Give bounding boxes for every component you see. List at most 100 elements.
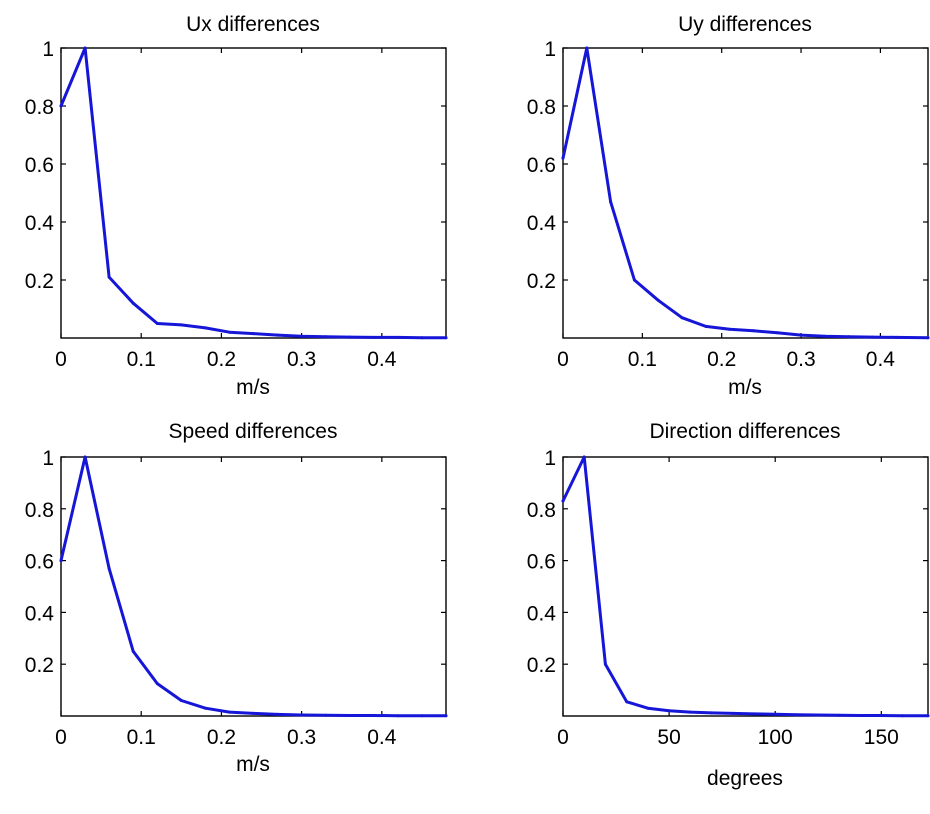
uy-series-line — [561, 46, 930, 340]
direction-y-tick-label: 0.6 — [527, 551, 556, 574]
speed-plot-area — [60, 456, 447, 717]
uy-data-point — [871, 335, 874, 339]
direction-y-tick-label: 0.2 — [527, 654, 556, 677]
speed-data-point — [300, 713, 304, 717]
ux-x-tick-label: 0 — [55, 348, 67, 371]
uy-data-point — [775, 331, 779, 335]
uy-ticks: 0 0.1 0.2 0.3 0.4 0.2 0.4 0.6 0.8 1 — [527, 38, 928, 371]
speed-data-point — [324, 713, 328, 717]
direction-data-point — [688, 710, 692, 714]
ux-data-point — [420, 336, 424, 340]
ux-x-tick-label: 0.1 — [127, 348, 156, 371]
uy-data-point — [609, 200, 613, 204]
direction-plot-area — [562, 456, 929, 717]
speed-x-tick-label: 0.2 — [207, 726, 236, 749]
speed-data-point — [155, 682, 159, 686]
ux-data-point — [107, 275, 111, 279]
speed-x-axis-label: m/s — [236, 753, 270, 776]
direction-x-tick-label: 150 — [864, 726, 899, 749]
uy-x-tick-label: 0.1 — [628, 348, 657, 371]
ux-y-tick-label: 0.6 — [25, 154, 54, 177]
uy-y-tick-label: 0.8 — [527, 96, 556, 119]
uy-x-tick-label: 0.2 — [707, 348, 736, 371]
speed-data-point — [372, 714, 376, 717]
direction-chart-title: Direction differences — [649, 420, 840, 443]
direction-data-point — [561, 499, 565, 503]
direction-y-tick-label: 0.8 — [527, 499, 556, 522]
ux-y-tick-label: 0.2 — [25, 270, 54, 293]
uy-data-point — [704, 324, 708, 328]
speed-chart-title: Speed differences — [169, 420, 338, 443]
uy-y-tick-label: 0.2 — [527, 270, 556, 293]
speed-data-point — [179, 699, 183, 702]
speed-y-tick-label: 0.2 — [25, 654, 54, 677]
ux-data-point — [83, 46, 87, 50]
ux-data-point — [59, 104, 63, 108]
direction-data-point — [901, 714, 904, 718]
ux-data-point — [276, 333, 280, 337]
uy-y-tick-label: 0.4 — [527, 212, 557, 235]
speed-x-tick-label: 0.4 — [367, 726, 397, 749]
ux-data-point — [396, 335, 400, 339]
ux-differences-panel: Ux differences 0 0.1 0.2 0.3 0.4 0.2 0.4 0.6 0.8… — [25, 13, 448, 399]
speed-data-point — [59, 559, 63, 563]
ux-y-tick-label: 0.4 — [25, 212, 55, 235]
speed-y-tick-label: 0.6 — [25, 551, 54, 574]
speed-data-point — [348, 714, 352, 717]
uy-data-point — [585, 46, 589, 50]
direction-data-point — [731, 711, 735, 715]
ux-y-tick-label: 0.8 — [25, 96, 54, 119]
speed-ticks: 0 0.1 0.2 0.3 0.4 0.2 0.4 0.6 0.8 1 — [25, 447, 446, 749]
ux-x-tick-label: 0.3 — [287, 348, 316, 371]
direction-series-line — [561, 455, 930, 718]
speed-data-point — [203, 706, 207, 710]
speed-data-point — [252, 711, 255, 715]
uy-data-point — [561, 156, 565, 160]
speed-x-tick-label: 0.1 — [127, 726, 156, 749]
uy-x-axis-label: m/s — [728, 376, 762, 399]
direction-data-point — [816, 713, 820, 717]
uy-y-tick-label: 1 — [544, 38, 556, 61]
speed-differences-panel: Speed differences 0 0.1 0.2 0.3 0.4 0.2 0.4 0.6… — [25, 420, 448, 776]
direction-data-point — [837, 713, 841, 717]
ux-data-point — [131, 301, 135, 305]
direction-data-point — [926, 714, 930, 718]
direction-ticks: 0 50 100 150 0.2 0.4 0.6 0.8 1 — [527, 447, 928, 749]
direction-x-tick-label: 0 — [557, 726, 569, 749]
speed-y-tick-label: 0.4 — [25, 602, 55, 625]
uy-differences-panel: Uy differences 0 0.1 0.2 0.3 0.4 0.2 0.4 0.6 0.8… — [527, 13, 930, 399]
speed-data-point — [396, 714, 400, 718]
ux-chart-title: Ux differences — [186, 13, 320, 36]
speed-y-tick-label: 1 — [42, 447, 54, 470]
ux-data-point — [155, 322, 159, 325]
ux-data-point — [348, 335, 352, 339]
direction-data-point — [879, 714, 883, 717]
speed-x-tick-label: 0 — [55, 726, 67, 749]
direction-data-point — [582, 455, 586, 459]
ux-data-point — [227, 330, 231, 334]
speed-data-point — [83, 455, 87, 459]
ux-x-tick-label: 0.4 — [367, 348, 397, 371]
uy-data-point — [728, 327, 732, 331]
speed-data-point — [276, 712, 280, 716]
ux-y-tick-label: 1 — [42, 38, 54, 61]
uy-y-tick-label: 0.6 — [527, 154, 556, 177]
direction-data-point — [646, 706, 650, 710]
uy-data-point — [751, 329, 755, 333]
direction-data-point — [625, 700, 629, 704]
ux-data-point — [203, 326, 207, 330]
uy-data-point — [847, 335, 851, 339]
uy-data-point — [632, 278, 636, 282]
speed-x-tick-label: 0.3 — [287, 726, 316, 749]
direction-data-point — [710, 711, 713, 715]
speed-data-point — [107, 566, 111, 570]
direction-x-tick-label: 100 — [758, 726, 793, 749]
direction-y-tick-label: 1 — [544, 447, 556, 470]
uy-data-point — [823, 334, 827, 338]
ux-data-point — [300, 334, 304, 338]
direction-y-tick-label: 0.4 — [527, 602, 557, 625]
direction-data-point — [603, 662, 607, 666]
ux-x-tick-label: 0.2 — [207, 348, 236, 371]
uy-data-point — [680, 316, 684, 320]
direction-data-point — [752, 712, 756, 716]
